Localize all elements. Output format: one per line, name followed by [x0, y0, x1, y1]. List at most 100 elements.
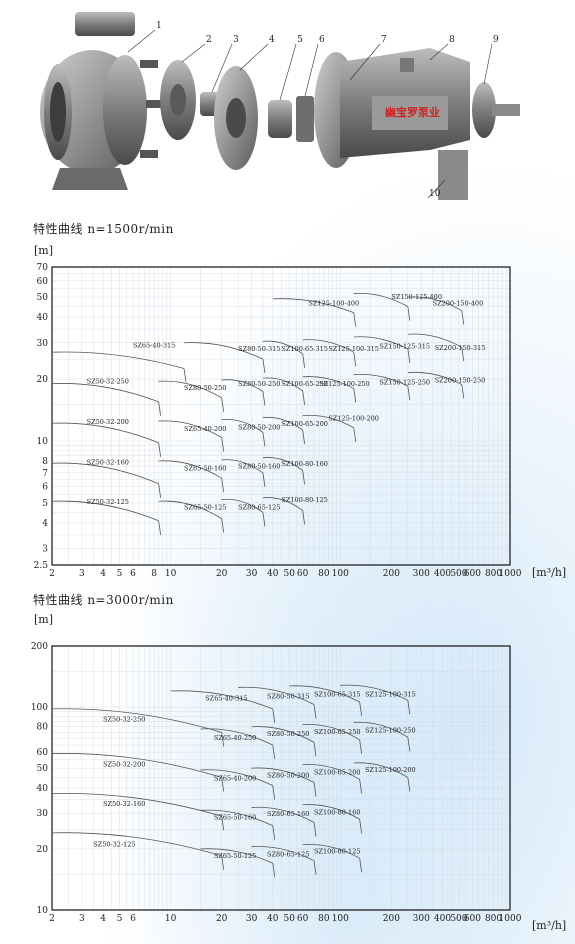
y-tick-label: 2.5	[34, 561, 49, 571]
callout-number: 9	[493, 35, 499, 45]
curve-end-drop	[272, 708, 276, 723]
curve-sz125-100-200	[302, 414, 354, 429]
curve-end-drop	[221, 397, 225, 412]
x-tick-label: 300	[413, 914, 430, 924]
curve-end-drop	[221, 777, 225, 792]
curve-end-drop	[262, 472, 266, 487]
pump-casing	[40, 12, 147, 190]
y-tick-label: 10	[37, 437, 49, 447]
x-tick-label: 20	[216, 569, 228, 579]
y-tick-label: 60	[37, 748, 49, 758]
end-cover	[472, 82, 520, 138]
curve-end-drop	[359, 819, 363, 834]
x-tick-label: 400	[434, 569, 451, 579]
curve-sz80-50-250	[158, 380, 222, 399]
callout-leader	[349, 43, 381, 81]
curve-end-drop	[313, 742, 317, 757]
curve-end-drop	[353, 388, 357, 403]
curve-end-drop	[183, 368, 187, 383]
callout-leader	[239, 43, 269, 71]
curve-end-drop	[221, 478, 225, 493]
model-label: SZ50-32-200	[103, 760, 145, 768]
callout-number: 8	[449, 35, 455, 45]
curve-sz50-32-125	[51, 832, 222, 857]
callout-leader	[427, 179, 446, 199]
curve-end-drop	[313, 704, 317, 719]
curve-sz50-32-200	[51, 753, 222, 778]
x-tick-label: 60	[297, 569, 309, 579]
model-label: SZ80-50-200	[267, 771, 309, 779]
x-tick-label: 4	[100, 914, 106, 924]
model-label: SZ100-65-200	[314, 769, 360, 777]
curve-sz80-50-200	[221, 419, 264, 433]
curve-end-drop	[407, 700, 411, 715]
curve-end-drop	[313, 860, 317, 875]
y-tick-label: 80	[37, 723, 49, 733]
plot-frame	[51, 266, 511, 566]
callout-leader	[429, 43, 449, 61]
model-label: SZ80-50-250	[238, 380, 280, 388]
curve-sz80-50-200	[251, 767, 315, 783]
y-tick-label: 6	[42, 483, 48, 493]
model-label: SZ125-100-250	[365, 726, 416, 734]
curve-sz65-50-125	[200, 848, 273, 864]
curve-sz200-150-315	[407, 333, 463, 348]
model-label: SZ100-80-160	[281, 460, 327, 468]
pump-cover	[214, 66, 258, 170]
curve-end-drop	[461, 384, 465, 399]
callout-number: 10	[429, 189, 441, 199]
callout-numbers: 1 2 3 4 5 6 7 8 9 10	[127, 21, 499, 199]
curve-end-drop	[158, 401, 162, 416]
curve-sz100-65-250	[262, 377, 303, 392]
model-label: SZ125-100-315	[328, 345, 379, 353]
model-label: SZ125-100-200	[365, 766, 416, 774]
curve-end-drop	[272, 825, 276, 840]
curve-sz65-50-125	[158, 500, 222, 519]
curve-sz100-80-125	[262, 497, 303, 511]
y-tick-label: 50	[37, 764, 49, 774]
curve-sz125-100-315	[340, 684, 409, 701]
x-tick-label: 3	[79, 569, 85, 579]
grid	[51, 645, 511, 911]
y-tick-label: 40	[37, 313, 49, 323]
model-label: SZ50-32-250	[87, 378, 129, 386]
callout-leader	[127, 29, 156, 53]
model-label: SZ125-100-250	[319, 380, 370, 388]
model-label: SZ100-65-250	[314, 728, 360, 736]
curve-sz80-65-125	[221, 498, 264, 513]
curve-end-drop	[359, 779, 363, 794]
y-tick-label: 40	[37, 784, 49, 794]
curve-sz100-65-200	[262, 416, 303, 431]
curve-sz125-100-250	[353, 721, 409, 738]
curve-end-drop	[272, 744, 276, 760]
curve-end-drop	[302, 470, 306, 485]
x-tick-label: 20	[216, 914, 228, 924]
x-tick-label: 3	[79, 914, 85, 924]
x-tick-label: 600	[464, 914, 481, 924]
model-label: SZ50-32-200	[87, 418, 129, 426]
x-tick-label: 6	[130, 914, 136, 924]
chart-2-ylabel: [m]	[34, 613, 54, 626]
model-label: SZ50-32-160	[87, 458, 129, 466]
model-label: SZ80-65-125	[267, 851, 309, 859]
x-tick-label: 600	[464, 569, 481, 579]
model-label: SZ80-50-160	[238, 463, 280, 471]
x-tick-label: 4	[100, 569, 106, 579]
y-tick-label: 5	[42, 499, 48, 509]
callout-number: 1	[156, 21, 162, 31]
model-label: SZ200-150-250	[435, 377, 486, 385]
y-tick-label: 4	[42, 519, 48, 529]
model-label: SZ125-100-400	[309, 300, 360, 308]
model-label: SZ150-125-250	[379, 379, 430, 387]
curve-sz65-40-250	[200, 728, 273, 746]
curve-end-drop	[359, 739, 363, 754]
x-tick-label: 10	[165, 569, 177, 579]
x-tick-label: 40	[267, 914, 279, 924]
x-tick-label: 400	[434, 914, 451, 924]
callout-number: 3	[233, 35, 239, 45]
model-label: SZ100-65-250	[281, 380, 327, 388]
curve-sz125-100-200	[353, 762, 409, 778]
callout-number: 7	[381, 35, 387, 45]
callout-number: 5	[297, 35, 303, 45]
